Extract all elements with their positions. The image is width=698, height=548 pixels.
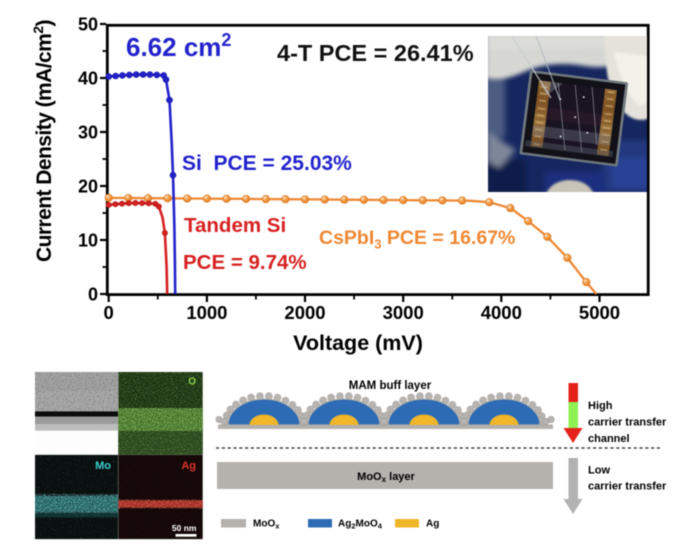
svg-text:CsPbI3 PCE = 16.67%: CsPbI3 PCE = 16.67% <box>319 227 515 252</box>
svg-text:MAM buff layer: MAM buff layer <box>349 380 432 392</box>
svg-text:6.62 cm2: 6.62 cm2 <box>126 30 231 62</box>
svg-text:5000: 5000 <box>579 302 620 323</box>
svg-text:Low: Low <box>588 465 610 477</box>
svg-text:High: High <box>588 400 613 412</box>
svg-text:50: 50 <box>78 15 98 35</box>
svg-text:30: 30 <box>78 123 98 143</box>
svg-text:Current Density (mA/cm2): Current Density (mA/cm2) <box>30 20 56 262</box>
svg-text:4-T PCE = 26.41%: 4-T PCE = 26.41% <box>277 40 474 66</box>
svg-text:O: O <box>188 377 196 388</box>
svg-text:carrier transfer: carrier transfer <box>588 417 667 429</box>
svg-text:20: 20 <box>78 177 98 197</box>
svg-text:0: 0 <box>88 285 98 305</box>
svg-text:carrier transfer: carrier transfer <box>588 481 667 493</box>
svg-text:0: 0 <box>104 302 114 323</box>
svg-text:2000: 2000 <box>284 302 325 323</box>
svg-text:1000: 1000 <box>186 302 227 323</box>
svg-text:MoOx layer: MoOx layer <box>357 471 415 484</box>
svg-text:10: 10 <box>78 231 98 251</box>
svg-text:3000: 3000 <box>383 302 424 323</box>
svg-text:Mo: Mo <box>95 460 111 472</box>
svg-text:MoOx: MoOx <box>253 519 280 531</box>
svg-text:Ag: Ag <box>181 460 196 472</box>
svg-text:Ag: Ag <box>426 519 439 530</box>
svg-text:Si PCE = 25.03%: Si PCE = 25.03% <box>182 152 352 175</box>
svg-text:40: 40 <box>78 69 98 89</box>
svg-text:50 nm: 50 nm <box>172 523 197 533</box>
svg-text:Ag2MoO4: Ag2MoO4 <box>338 519 383 531</box>
svg-text:Voltage (mV): Voltage (mV) <box>293 331 423 355</box>
svg-text:4000: 4000 <box>481 302 522 323</box>
svg-text:Tandem Si: Tandem Si <box>184 214 286 237</box>
svg-text:channel: channel <box>588 433 630 445</box>
svg-text:PCE = 9.74%: PCE = 9.74% <box>183 251 307 274</box>
